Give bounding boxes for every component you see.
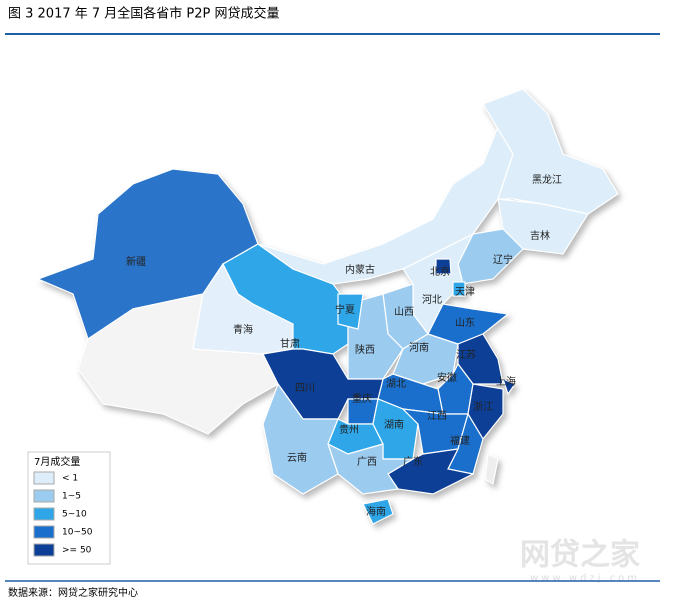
province-label: 海南 — [366, 505, 386, 518]
province-label: 湖南 — [384, 418, 404, 431]
province-label: 福建 — [450, 434, 470, 447]
province-label: 云南 — [287, 451, 307, 464]
map — [36, 88, 619, 525]
province-label: 浙江 — [473, 401, 493, 413]
legend-label: < 1 — [62, 474, 78, 484]
province-label: 青海 — [233, 323, 253, 336]
province-label: 贵州 — [339, 423, 359, 436]
legend-label: 5~10 — [62, 510, 87, 520]
province-label: 山西 — [394, 306, 414, 318]
legend-label: 1~5 — [62, 492, 81, 502]
province-label: 湖北 — [386, 378, 406, 390]
province-label: 北京 — [430, 265, 450, 278]
province-label: 江苏 — [456, 348, 476, 361]
province-label: 辽宁 — [493, 253, 513, 266]
province-label: 山东 — [455, 316, 475, 329]
legend-swatch — [33, 543, 55, 557]
province-label: 宁夏 — [335, 303, 355, 316]
province-label: 广东 — [403, 455, 423, 468]
legend-swatch — [33, 507, 55, 521]
province-label: 上海 — [496, 375, 516, 388]
title: 图 3 2017 年 7 月全国各省市 P2P 网贷成交量 — [8, 6, 280, 22]
province-label: 四川 — [295, 383, 315, 394]
province-label: 甘肃 — [280, 337, 300, 350]
province-label: 吉林 — [530, 229, 550, 242]
legend: 7月成交量 < 1 1~5 5~10 10~50 >= 50 — [27, 451, 111, 565]
province-label: 新疆 — [126, 255, 146, 268]
province-label: 安徽 — [437, 371, 457, 384]
province-label: 广西 — [357, 456, 377, 468]
watermark-url: www.wdzj.com — [530, 573, 640, 584]
legend-label: 10~50 — [62, 528, 93, 538]
legend-title: 7月成交量 — [34, 455, 80, 468]
legend-label: >= 50 — [62, 546, 92, 556]
province-label: 河南 — [409, 341, 429, 354]
province-label: 江西 — [427, 410, 447, 422]
province-label: 内蒙古 — [345, 263, 375, 276]
source: 数据来源：网贷之家研究中心 — [8, 586, 138, 599]
province-label: 陕西 — [355, 343, 375, 356]
province-label: 重庆 — [352, 392, 372, 405]
province-label: 河北 — [422, 294, 442, 306]
watermark: 网贷之家 — [520, 538, 640, 573]
legend-swatch — [33, 525, 55, 539]
legend-swatch — [33, 471, 55, 485]
province-label: 黑龙江 — [532, 173, 562, 186]
province-label: 天津 — [455, 286, 475, 298]
legend-swatch — [33, 489, 55, 503]
